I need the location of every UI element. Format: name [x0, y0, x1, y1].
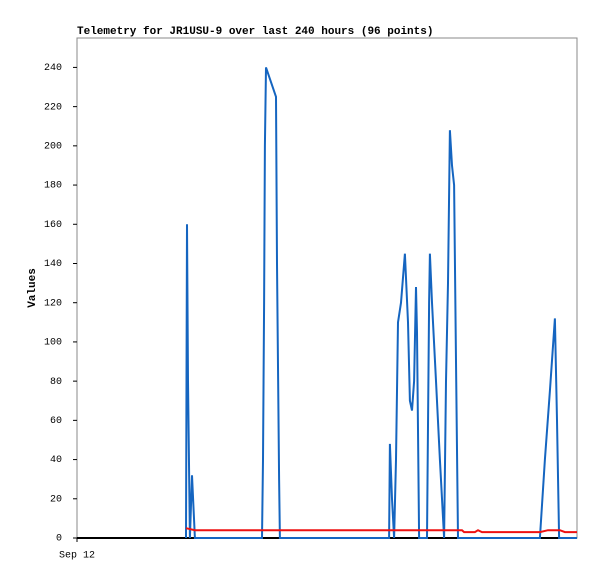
y-tick-label: 240: [44, 63, 62, 74]
y-tick-label: 80: [50, 377, 62, 388]
series-line: [185, 527, 577, 534]
y-tick-label: 220: [44, 102, 62, 113]
x-tick-label: Sep 12: [59, 551, 95, 562]
y-tick-label: 120: [44, 298, 62, 309]
y-tick-label: 20: [50, 494, 62, 505]
y-tick-label: 140: [44, 259, 62, 270]
y-tick-label: 0: [56, 534, 62, 545]
y-tick-label: 200: [44, 141, 62, 152]
chart-title: Telemetry for JR1USU-9 over last 240 hou…: [77, 26, 433, 38]
series-line: [185, 67, 577, 539]
y-axis-label: Values: [27, 268, 39, 308]
y-tick-label: 60: [50, 416, 62, 427]
y-tick-label: 160: [44, 220, 62, 231]
y-tick-label: 40: [50, 455, 62, 466]
y-tick-label: 180: [44, 181, 62, 192]
y-tick-label: 100: [44, 338, 62, 349]
